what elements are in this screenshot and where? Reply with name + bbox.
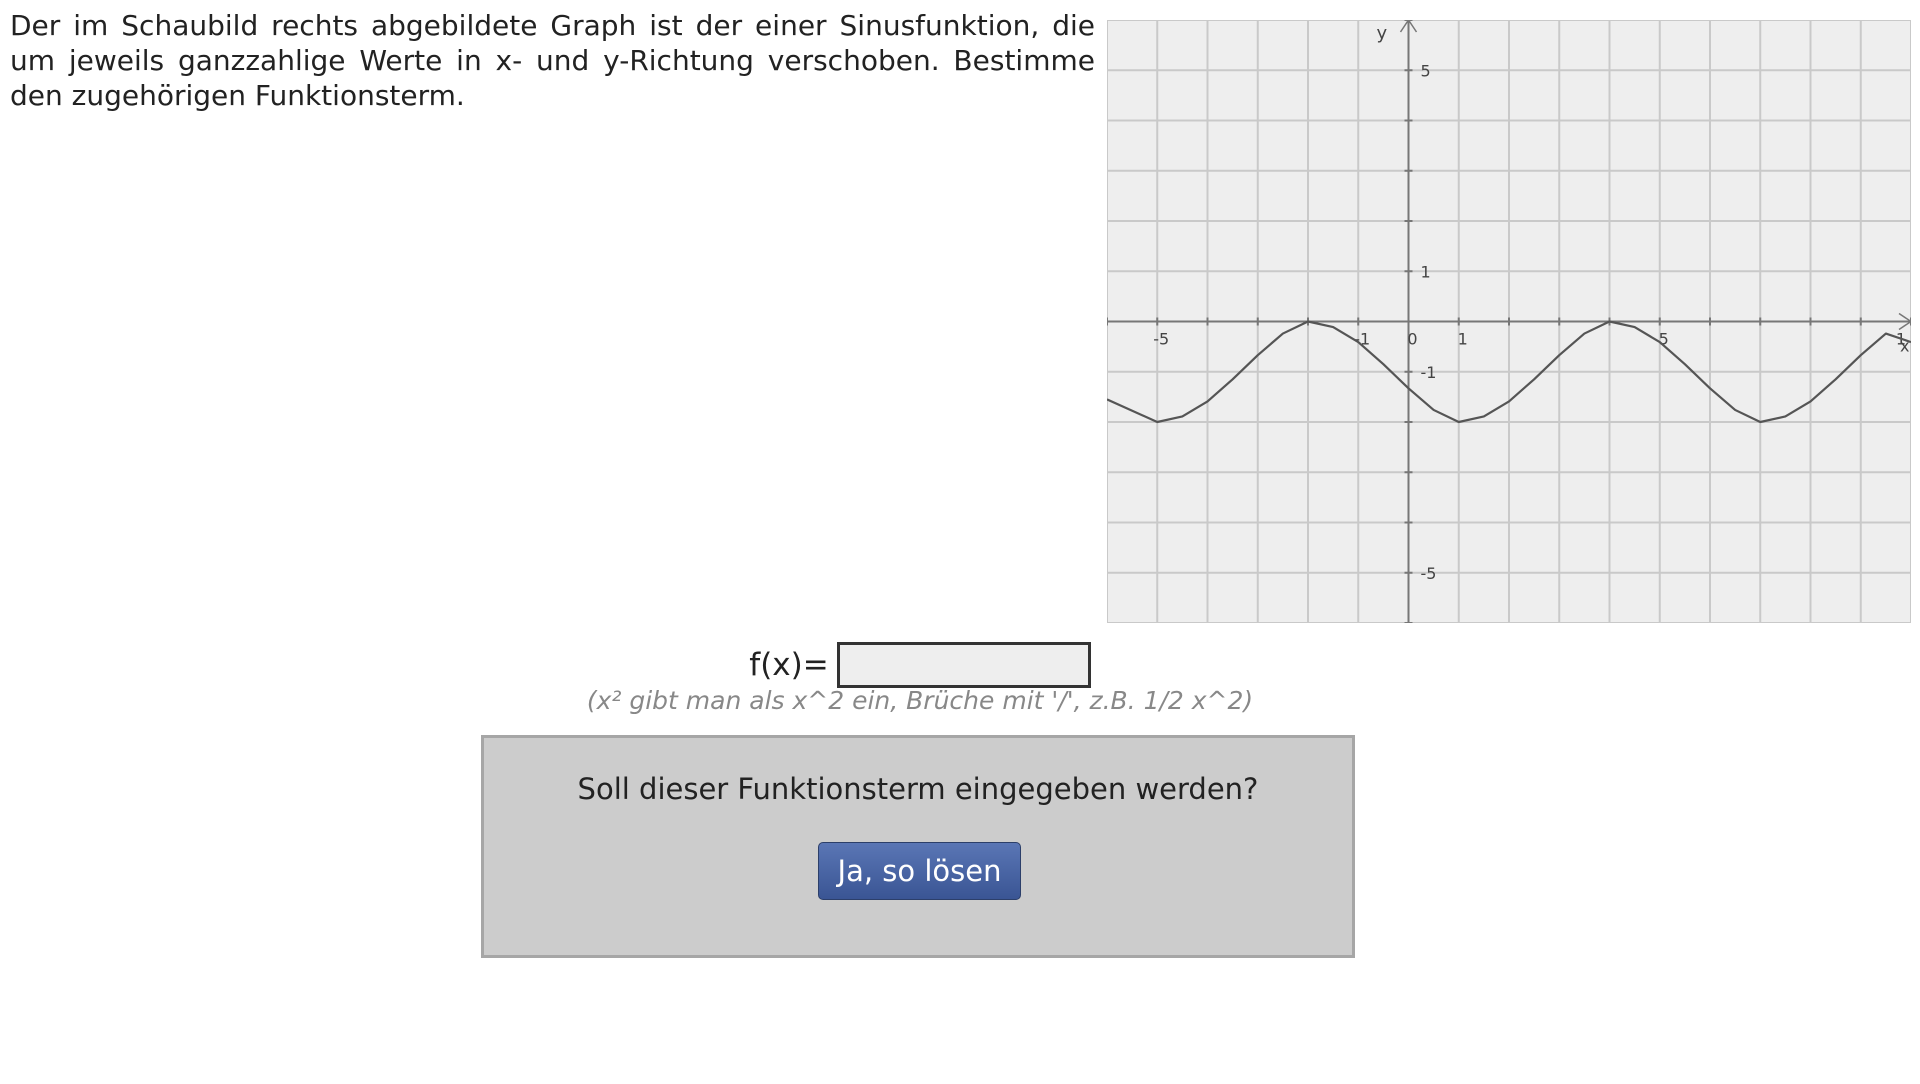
function-term-input[interactable] — [836, 642, 1091, 688]
graph-svg: -5 -1 0 1 5 151-1-5xy — [1107, 20, 1911, 623]
answer-row: f(x)= — [0, 642, 1840, 688]
confirm-dialog: Soll dieser Funktionsterm eingegeben wer… — [481, 735, 1355, 958]
sine-curve — [1107, 320, 1911, 424]
x-tick-label: 0 — [1407, 330, 1417, 349]
function-graph: -5 -1 0 1 5 1 5 1 -1 -5 x y — [1107, 20, 1911, 623]
x-axis-arrow — [1898, 312, 1911, 331]
x-axis-label: x — [1900, 337, 1909, 356]
x-tick-label: 5 — [1659, 330, 1669, 349]
task-description: Der im Schaubild rechts abgebildete Grap… — [10, 9, 1095, 112]
x-tick-label: -1 — [1354, 330, 1370, 349]
solve-button[interactable]: Ja, so lösen — [818, 842, 1021, 900]
y-tick-label: -1 — [1421, 363, 1437, 382]
y-tick-label: 1 — [1421, 262, 1431, 281]
y-tick-label: -5 — [1421, 564, 1437, 583]
confirm-question: Soll dieser Funktionsterm eingegeben wer… — [577, 772, 1259, 806]
x-tick-label: -5 — [1153, 330, 1169, 349]
x-tick-label: 1 — [1458, 330, 1468, 349]
input-hint: (x² gibt man als x^2 ein, Brüche mit '/'… — [586, 686, 1254, 715]
y-axis-label: y — [1377, 23, 1388, 44]
function-label: f(x)= — [749, 647, 829, 683]
y-axis-arrow — [1399, 20, 1418, 33]
y-tick-label: 5 — [1421, 61, 1431, 80]
